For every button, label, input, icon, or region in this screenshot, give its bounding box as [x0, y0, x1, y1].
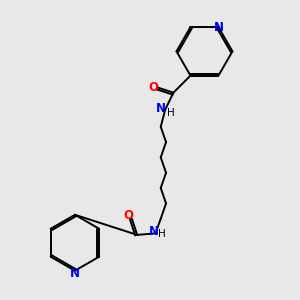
Text: H: H	[158, 229, 166, 239]
Text: H: H	[167, 108, 174, 118]
Text: O: O	[123, 209, 134, 222]
Text: O: O	[148, 81, 158, 94]
Text: N: N	[70, 267, 80, 280]
Text: N: N	[214, 21, 224, 34]
Text: N: N	[149, 225, 159, 239]
Text: N: N	[155, 102, 166, 116]
